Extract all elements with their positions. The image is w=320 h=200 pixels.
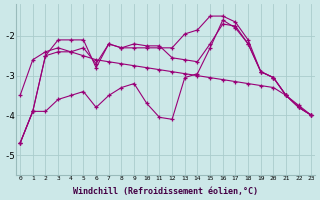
X-axis label: Windchill (Refroidissement éolien,°C): Windchill (Refroidissement éolien,°C) <box>73 187 258 196</box>
